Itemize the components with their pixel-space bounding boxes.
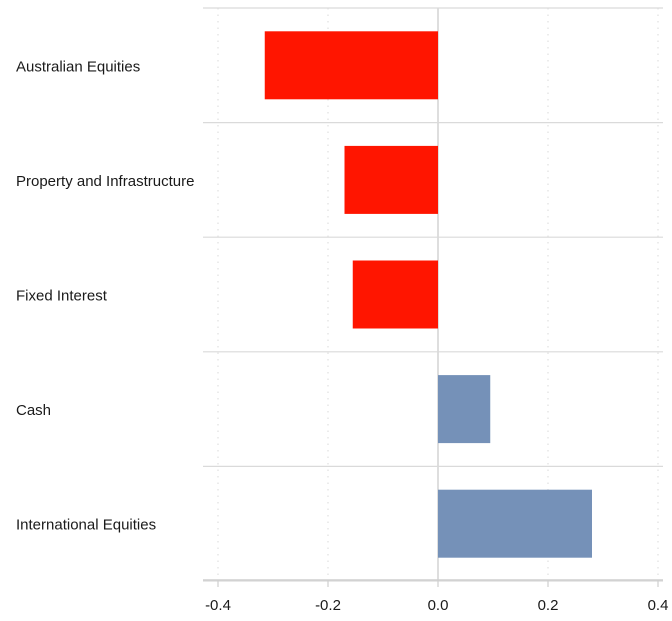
x-tick-label: -0.4 bbox=[205, 597, 231, 614]
bar-cash bbox=[438, 375, 491, 444]
category-label: Fixed Interest bbox=[16, 288, 108, 305]
bar-australian-equities bbox=[264, 31, 438, 100]
x-tick-label: 0.2 bbox=[538, 597, 559, 614]
category-labels: Australian Equities Property and Infrastr… bbox=[16, 58, 194, 533]
x-axis: -0.4 -0.2 0.0 0.2 0.4 bbox=[203, 579, 669, 614]
category-label: Cash bbox=[16, 402, 51, 419]
x-tick-label: 0.4 bbox=[648, 597, 669, 614]
category-separators bbox=[203, 7, 663, 582]
bars bbox=[264, 31, 592, 558]
category-label: Property and Infrastructure bbox=[16, 173, 194, 190]
bar-international-equities bbox=[438, 489, 592, 558]
category-label: Australian Equities bbox=[16, 58, 140, 75]
x-tick-label: 0.0 bbox=[428, 597, 449, 614]
bar-fixed-interest bbox=[352, 260, 438, 329]
bar-property-and-infrastructure bbox=[344, 145, 438, 214]
x-tick-label: -0.2 bbox=[315, 597, 341, 614]
category-label: International Equities bbox=[16, 517, 156, 534]
